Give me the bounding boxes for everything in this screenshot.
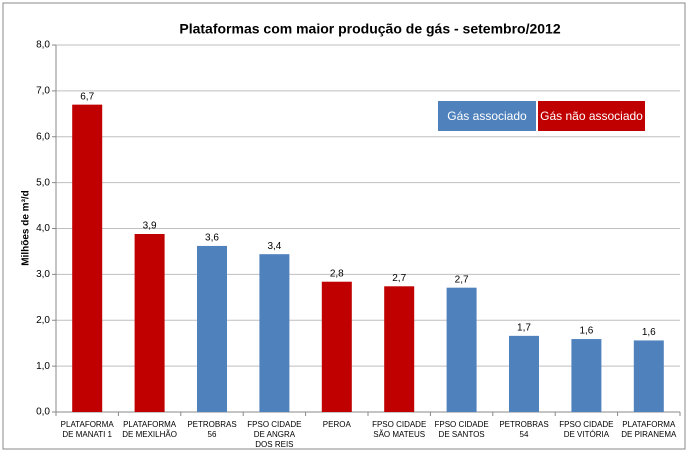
y-tick-label: 0,0 [36, 407, 50, 418]
y-tick-label: 7,0 [36, 86, 50, 97]
y-tick-label: 3,0 [36, 269, 50, 280]
value-label: 3,4 [267, 241, 281, 252]
value-label: 2,7 [455, 274, 469, 285]
value-label: 1,6 [579, 326, 593, 337]
x-tick-label: PEROA [322, 420, 351, 429]
x-tick-label: PETROBRAS 54 [499, 420, 549, 439]
value-label: 2,8 [330, 268, 344, 279]
bar [321, 281, 352, 412]
x-tick-label: FPSO CIDADE DE SANTOS [434, 420, 489, 439]
y-tick-label: 2,0 [36, 315, 50, 326]
bar [384, 286, 415, 412]
value-label: 6,7 [80, 91, 94, 102]
value-label: 1,6 [642, 327, 656, 338]
bar [633, 340, 664, 412]
y-tick-label: 8,0 [36, 40, 50, 51]
x-tick-label: FPSO CIDADE DE ANGRA DOS REIS [247, 420, 302, 449]
bar [509, 335, 539, 412]
bar [134, 234, 165, 412]
y-tick-label: 4,0 [36, 223, 50, 234]
x-tick-label: PETROBRAS 56 [187, 420, 237, 439]
bar [446, 287, 477, 412]
x-tick-label: PLATAFORMA DE MEXILHÃO [122, 420, 177, 439]
legend-entry: Gás não associado [538, 101, 645, 131]
bar [197, 245, 227, 412]
legend-entry: Gás associado [438, 101, 536, 131]
value-label: 3,6 [205, 233, 219, 244]
x-tick-label: PLATAFORMA DE MANATI 1 [60, 420, 114, 439]
y-tick-label: 1,0 [36, 361, 50, 372]
x-tick-label: PLATAFORMA DE PIRANEMA [621, 420, 677, 439]
chart-title: Plataformas com maior produção de gás - … [179, 21, 560, 37]
y-tick-label: 5,0 [36, 177, 50, 188]
x-tick-label: FPSO CIDADE SÃO MATEUS [372, 420, 427, 439]
chart-border [2, 2, 686, 450]
value-label: 3,9 [143, 221, 157, 232]
bar [72, 104, 103, 412]
value-label: 1,7 [517, 322, 531, 333]
value-label: 2,7 [392, 273, 406, 284]
y-axis-label: Milhões de m³/d [21, 190, 32, 266]
y-tick-label: 6,0 [36, 131, 50, 142]
bar [571, 339, 602, 412]
bar [259, 254, 290, 412]
x-tick-label: FPSO CIDADE DE VITÓRIA [559, 420, 614, 439]
